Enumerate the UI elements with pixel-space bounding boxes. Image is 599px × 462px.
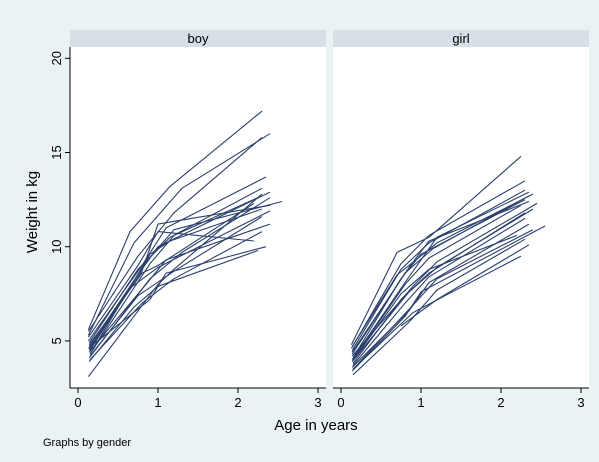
series-line-boy-1 <box>87 110 263 330</box>
x-tick-label: 1 <box>154 395 161 410</box>
graphs-by-note: Graphs by gender <box>43 437 131 449</box>
series-line-girl-1 <box>350 155 522 345</box>
series-line-boy-2 <box>87 133 271 336</box>
y-tick-label: 20 <box>49 51 64 65</box>
series-line-boy-20 <box>89 195 263 355</box>
series-line-boy-18 <box>87 193 263 378</box>
series-line-boy-10 <box>88 210 271 349</box>
series-line-girl-13 <box>352 229 534 370</box>
series-line-girl-19 <box>400 244 530 327</box>
y-tick-label: 15 <box>49 145 64 159</box>
series-line-girl-18 <box>352 255 522 370</box>
x-tick-label: 1 <box>417 395 424 410</box>
series-line-girl-16 <box>351 234 518 362</box>
x-tick-label: 0 <box>74 395 81 410</box>
y-tick-label: 5 <box>49 337 64 344</box>
series-line-boy-17 <box>88 249 259 362</box>
panel-title-strip <box>333 30 589 47</box>
series-line-girl-2 <box>350 180 526 349</box>
series-line-girl-10 <box>351 202 538 357</box>
panel-title: girl <box>452 31 469 46</box>
panel-girl: girl 0 1 2 3 <box>333 30 589 410</box>
panel-title: boy <box>188 31 209 46</box>
y-axis-title: Weight in kg <box>24 171 41 253</box>
series-line-girl-7 <box>352 204 522 361</box>
series-line-girl-17 <box>351 193 534 347</box>
series-line-girl-15 <box>352 238 526 376</box>
series-line-girl-9 <box>352 212 526 364</box>
x-axis-title: Age in years <box>274 417 357 434</box>
y-tick-label: 10 <box>49 239 64 253</box>
series-line-boy-12 <box>88 223 271 353</box>
x-tick-label: 2 <box>497 395 504 410</box>
series-line-girl-11 <box>352 217 526 366</box>
panel-boy: boy 0 1 2 3 5 10 15 20 <box>49 30 326 410</box>
series-line-girl-3 <box>351 189 526 351</box>
x-tick-label: 0 <box>337 395 344 410</box>
panel-title-strip <box>70 30 326 47</box>
x-tick-label: 3 <box>577 395 584 410</box>
series-line-girl-20 <box>351 191 530 361</box>
x-tick-label: 3 <box>314 395 321 410</box>
series-line-boy-14 <box>87 231 255 338</box>
x-tick-label: 2 <box>234 395 241 410</box>
series-line-girl-5 <box>352 199 526 359</box>
series-line-boy-13 <box>89 231 263 361</box>
series-line-boy-19 <box>88 204 271 351</box>
series-line-girl-14 <box>351 225 546 372</box>
